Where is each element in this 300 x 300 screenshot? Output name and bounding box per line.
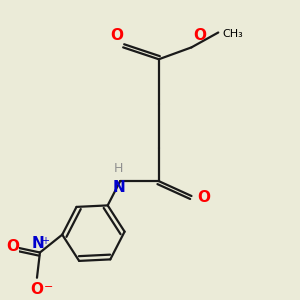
Text: +: + [41,236,49,246]
Text: N: N [32,236,45,251]
Text: −: − [44,282,53,292]
Text: O: O [111,28,124,43]
Text: O: O [31,282,44,297]
Text: H: H [114,162,123,175]
Text: O: O [7,239,20,254]
Text: O: O [193,28,206,43]
Text: O: O [197,190,210,205]
Text: N: N [112,180,125,195]
Text: CH₃: CH₃ [223,29,244,39]
